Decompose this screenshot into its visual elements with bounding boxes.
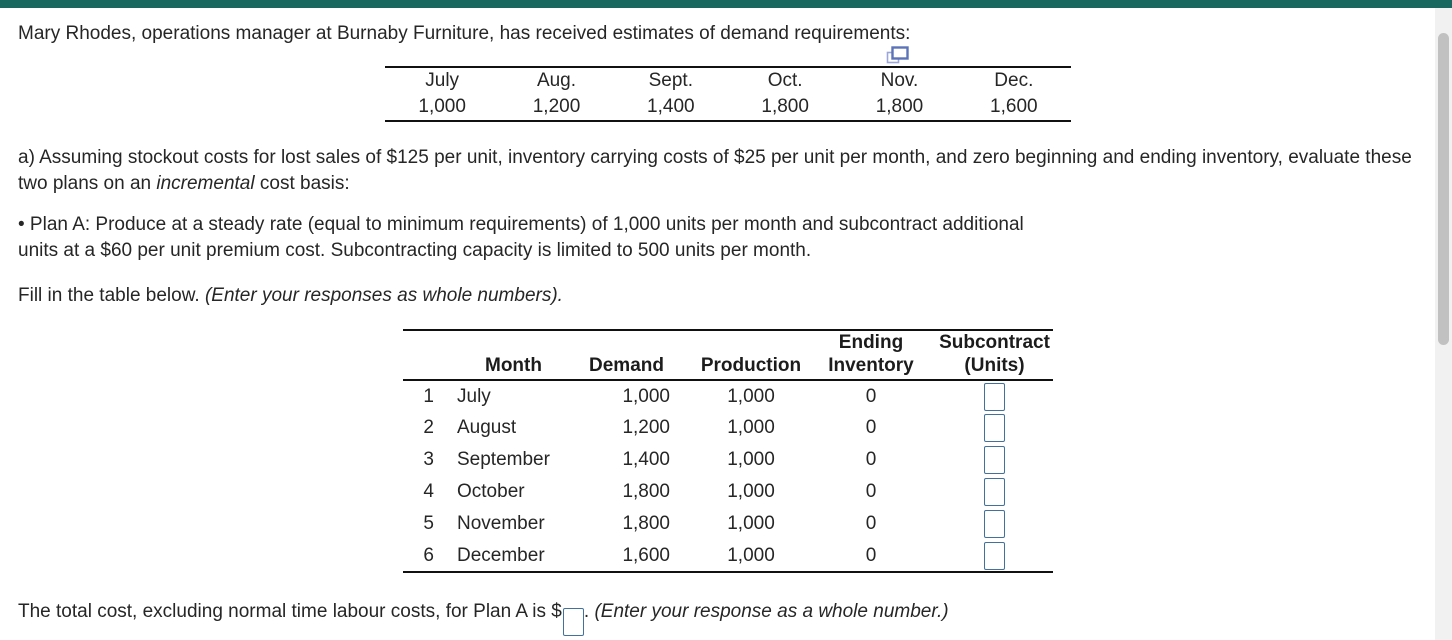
demand-month-row: July Aug. Sept. Oct. Nov. Dec. — [385, 67, 1071, 94]
demand-value: 1,200 — [532, 96, 581, 117]
demand-requirements-table: July Aug. Sept. Oct. Nov. Dec. 1,000 1,2… — [385, 66, 1071, 122]
part-a-before: a) Assuming stockout costs for lost sale… — [18, 147, 1412, 194]
row-production: 1,000 — [727, 544, 775, 566]
row-month: December — [457, 544, 545, 566]
demand-value-row: 1,000 1,200 1,400 1,800 1,800 1,600 — [385, 94, 1071, 121]
table-row: 5 November 1,800 1,000 0 — [403, 508, 1053, 540]
subcontract-input-2[interactable] — [984, 414, 1005, 442]
row-production: 1,000 — [727, 481, 775, 502]
total-cost-italic: (Enter your response as a whole number.) — [594, 601, 949, 622]
part-a-italic: incremental — [156, 173, 255, 194]
plan-a-text: • Plan A: Produce at a steady rate (equa… — [18, 214, 1024, 261]
demand-month: July — [425, 70, 460, 91]
row-number: 3 — [423, 449, 434, 470]
total-cost-text: The total cost, excluding normal time la… — [18, 601, 562, 622]
total-cost-line: The total cost, excluding normal time la… — [18, 597, 1218, 636]
row-month: October — [457, 481, 525, 502]
demand-value: 1,800 — [761, 96, 809, 117]
row-demand: 1,800 — [622, 513, 670, 534]
total-cost-period: . — [583, 601, 595, 622]
row-ending-inventory: 0 — [865, 417, 877, 438]
subcontract-input-4[interactable] — [984, 478, 1005, 506]
copy-icon[interactable] — [886, 45, 909, 65]
demand-month: Aug. — [536, 70, 577, 91]
row-number: 4 — [423, 481, 434, 502]
row-number: 2 — [423, 417, 434, 438]
row-month: September — [457, 449, 550, 470]
header-production: Production — [696, 354, 806, 381]
row-ending-inventory: 0 — [865, 385, 877, 407]
row-month: November — [457, 513, 545, 534]
plan-table-header-row-2: Month Demand Production Inventory (Units… — [403, 354, 1053, 381]
vertical-scrollbar[interactable] — [1435, 8, 1452, 640]
plan-a-table: Ending Subcontract Month Demand Producti… — [403, 329, 1053, 573]
row-demand: 1,000 — [622, 385, 670, 407]
plan-table-header-row-1: Ending Subcontract — [403, 330, 1053, 354]
row-demand: 1,600 — [622, 544, 670, 566]
part-a-after: cost basis: — [254, 173, 350, 194]
row-ending-inventory: 0 — [865, 481, 877, 502]
row-production: 1,000 — [727, 449, 775, 470]
row-demand: 1,200 — [622, 417, 670, 438]
row-ending-inventory: 0 — [865, 544, 877, 566]
demand-value: 1,400 — [647, 96, 695, 117]
demand-month: Sept. — [648, 70, 693, 91]
demand-month: Oct. — [767, 70, 803, 91]
row-production: 1,000 — [727, 417, 775, 438]
table-row: 4 October 1,800 1,000 0 — [403, 476, 1053, 508]
demand-value: 1,800 — [875, 96, 924, 117]
header-units: (Units) — [936, 354, 1053, 381]
total-cost-input[interactable] — [562, 608, 584, 636]
header-ending: Ending — [838, 332, 904, 353]
row-demand: 1,800 — [622, 481, 670, 502]
fill-instruction-italic: (Enter your responses as whole numbers). — [204, 285, 563, 306]
row-month: July — [457, 385, 491, 407]
row-number: 6 — [423, 544, 434, 566]
header-subcontract: Subcontract — [939, 332, 1050, 353]
row-ending-inventory: 0 — [865, 513, 877, 534]
demand-month: Dec. — [994, 70, 1034, 91]
fill-instruction: Fill in the table below. (Enter your res… — [18, 283, 1118, 309]
subcontract-input-3[interactable] — [984, 446, 1005, 474]
part-a-text: a) Assuming stockout costs for lost sale… — [18, 145, 1422, 197]
row-number: 1 — [423, 385, 434, 407]
top-accent-bar — [0, 0, 1452, 8]
subcontract-input-6[interactable] — [984, 541, 1005, 570]
subcontract-input-1[interactable] — [984, 382, 1005, 411]
demand-month: Nov. — [880, 70, 919, 91]
table-row: 2 August 1,200 1,000 0 — [403, 412, 1053, 444]
scrollbar-thumb[interactable] — [1438, 33, 1449, 345]
demand-value: 1,600 — [990, 96, 1038, 117]
row-production: 1,000 — [727, 385, 775, 407]
row-demand: 1,400 — [622, 449, 670, 470]
row-month: August — [457, 417, 517, 438]
header-month: Month — [444, 354, 583, 381]
intro-text: Mary Rhodes, operations manager at Burna… — [18, 23, 911, 44]
copy-icon-front-rect — [891, 46, 909, 60]
subcontract-input-5[interactable] — [984, 510, 1005, 538]
table-row: 3 September 1,400 1,000 0 — [403, 444, 1053, 476]
demand-value: 1,000 — [418, 96, 466, 117]
fill-instruction-text: Fill in the table below. — [18, 285, 205, 306]
header-inventory: Inventory — [806, 354, 936, 381]
row-production: 1,000 — [727, 513, 775, 534]
row-number: 5 — [423, 513, 434, 534]
header-demand: Demand — [583, 354, 696, 381]
table-row: 1 July 1,000 1,000 0 — [403, 380, 1053, 412]
row-ending-inventory: 0 — [865, 449, 877, 470]
table-row: 6 December 1,600 1,000 0 — [403, 540, 1053, 572]
